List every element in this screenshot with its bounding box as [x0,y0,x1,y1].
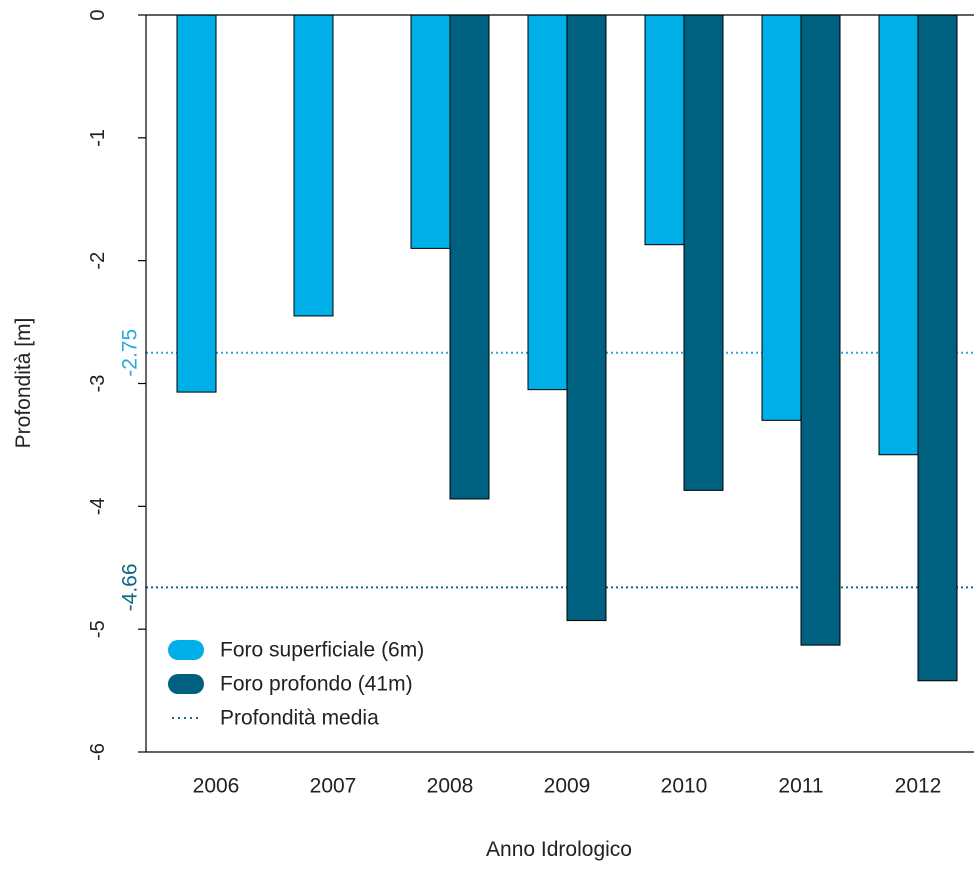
x-axis-title: Anno Idrologico [486,838,632,861]
legend: Foro superficiale (6m) Foro profondo (41m… [168,639,424,730]
y-tick-label-6: -6 [87,743,109,761]
bar-2012-series-0 [878,14,919,456]
legend-label-2: Profondità media [220,707,379,730]
mean-label-0: -2.75 [119,329,142,377]
legend-label-1: Foro profondo (41m) [220,673,413,696]
x-tick-label-2012: 2012 [895,775,942,798]
bar-2008-series-1 [449,14,490,500]
x-tick-label-2010: 2010 [661,775,708,798]
bar-2007-series-0 [293,14,334,317]
y-tick-label-1: -1 [87,129,109,147]
bar-2006-series-0 [176,14,217,393]
bar-2010-series-0 [644,14,685,246]
bar-2009-series-0 [527,14,568,391]
bar-2012-series-1 [917,14,958,682]
axes: 0 -1 -2 -3 -4 -5 -6 2006 2007 2008 2009 2010 2011 201… [87,9,974,798]
x-tick-label-2011: 2011 [778,775,823,798]
x-tick-label-2006: 2006 [193,775,240,798]
x-tick-label-2008: 2008 [427,775,474,798]
x-tick-label-2009: 2009 [544,775,591,798]
y-tick-label-3: -3 [87,375,109,393]
bar-2010-series-1 [683,14,724,491]
y-tick-label-2: -2 [87,252,109,270]
y-tick-label-4: -4 [87,497,109,515]
legend-label-0: Foro superficiale (6m) [220,639,424,662]
bar-2009-series-1 [566,14,607,622]
y-tick-label-5: -5 [87,620,109,638]
x-tick-label-2007: 2007 [310,775,357,798]
legend-swatch-1 [168,674,204,694]
bar-2011-series-0 [761,14,802,421]
y-axis-title: Profondità [m] [12,318,35,449]
y-tick-label-0: 0 [87,9,109,20]
mean-label-1: -4.66 [119,563,142,611]
bar-2008-series-0 [410,14,451,249]
mean-labels: -2.75 -4.66 [119,329,142,611]
bar-2011-series-1 [800,14,841,646]
bars [176,14,958,682]
legend-swatch-0 [168,640,204,660]
